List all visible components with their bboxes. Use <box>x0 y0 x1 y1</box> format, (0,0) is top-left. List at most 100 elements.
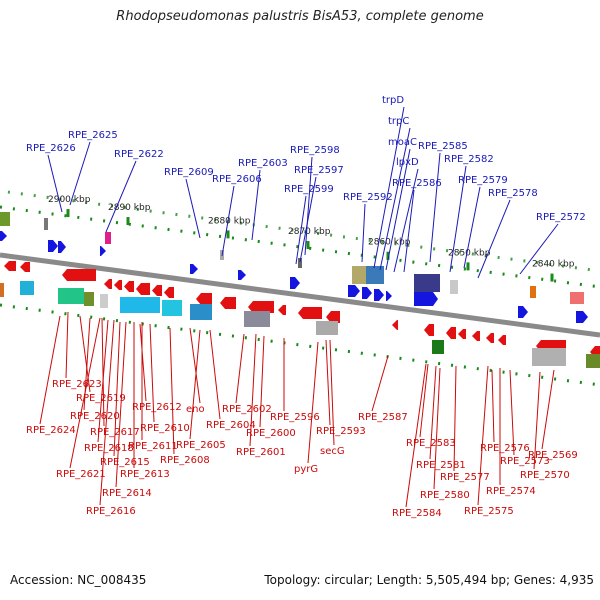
forward-gene-label: RPE_2606 <box>212 174 262 185</box>
forward-gene-label: RPE_2585 <box>418 141 468 152</box>
forward-gene-arrow <box>48 240 58 252</box>
upper-label-leader <box>295 195 307 265</box>
forward-gene-label: RPE_2582 <box>444 154 494 165</box>
upper-label-leader <box>449 165 467 273</box>
forward-gene-arrow <box>0 231 7 241</box>
reverse-gene-arrow <box>248 301 274 313</box>
forward-gene-arrow <box>238 270 246 280</box>
reverse-gene-label: RPE_2577 <box>440 472 490 483</box>
lower-label-leader <box>113 321 121 457</box>
reverse-gene-label: RPE_2611 <box>128 441 178 452</box>
gene-feature-block <box>0 283 4 297</box>
forward-gene-label: trpD <box>382 95 404 106</box>
reverse-gene-label: RPE_2608 <box>160 455 210 466</box>
reverse-gene-label: RPE_2580 <box>420 490 470 501</box>
genome-backbone <box>0 252 600 338</box>
reverse-gene-label: RPE_2614 <box>102 488 152 499</box>
gene-feature-block <box>84 292 94 306</box>
upper-label-leader <box>519 223 559 275</box>
gene-feature-block <box>190 304 212 320</box>
reverse-gene-arrow <box>498 335 506 345</box>
upper-label-leader <box>304 156 313 256</box>
lower-label-leader <box>453 365 457 472</box>
forward-gene-arrow <box>518 306 528 318</box>
reverse-gene-label: RPE_2596 <box>270 412 320 423</box>
reverse-gene-arrow <box>62 269 96 281</box>
reverse-gene-arrow <box>326 311 340 323</box>
gene-feature-block <box>298 258 302 268</box>
upper-label-leader <box>393 168 419 273</box>
scale-tick <box>466 262 470 271</box>
lower-label-leader <box>139 323 147 402</box>
upper-label-leader <box>185 178 201 239</box>
lower-label-leader <box>433 367 441 490</box>
forward-gene-label: RPE_2586 <box>392 178 442 189</box>
reverse-gene-label: RPE_2619 <box>76 393 126 404</box>
reverse-gene-label: RPE_2621 <box>56 469 106 480</box>
forward-gene-arrow <box>576 311 588 323</box>
gene-feature-block <box>530 286 536 298</box>
reverse-gene-label: RPE_2576 <box>480 443 530 454</box>
reverse-gene-arrow <box>472 331 480 341</box>
forward-gene-arrow <box>190 264 198 274</box>
upper-label-leader <box>251 169 261 241</box>
lower-label-leader <box>405 363 427 508</box>
reverse-gene-label: RPE_2601 <box>236 447 286 458</box>
scale-tick-label: 2870 kbp <box>288 227 331 237</box>
lower-label-leader <box>477 365 489 506</box>
reverse-gene-label: RPE_2602 <box>222 404 272 415</box>
scale-tick <box>66 209 70 218</box>
forward-gene-label: RPE_2599 <box>284 184 334 195</box>
reverse-gene-arrow <box>4 261 16 271</box>
forward-gene-arrow <box>290 277 300 289</box>
scale-tick <box>306 241 310 250</box>
outer-dotted-ring <box>0 189 600 273</box>
gene-feature-block <box>120 297 160 313</box>
lower-label-leader <box>115 321 127 488</box>
upper-label-leader <box>373 106 405 269</box>
reverse-gene-arrow <box>220 297 236 309</box>
reverse-gene-label: RPE_2618 <box>84 443 134 454</box>
scale-tick <box>226 230 230 239</box>
forward-gene-label: RPE_2622 <box>114 149 164 160</box>
upper-label-leader <box>69 141 91 206</box>
reverse-gene-label: pyrG <box>294 464 318 475</box>
upper-label-leader <box>361 203 366 263</box>
lower-label-leader <box>65 311 69 379</box>
reverse-gene-arrow <box>392 320 398 330</box>
lower-label-leader <box>429 365 437 460</box>
gene-feature-block <box>100 294 108 308</box>
forward-gene-arrow <box>100 246 106 256</box>
lower-label-leader <box>235 333 245 404</box>
reverse-gene-label: eno <box>186 404 205 415</box>
forward-gene-label: RPE_2572 <box>536 212 586 223</box>
reverse-gene-label: RPE_2593 <box>316 426 366 437</box>
lower-label-leader <box>371 355 389 412</box>
forward-gene-label: RPE_2603 <box>238 158 288 169</box>
upper-label-leader <box>403 189 415 273</box>
forward-gene-label: trpC <box>388 116 409 127</box>
reverse-gene-label: RPE_2604 <box>206 420 256 431</box>
gene-feature-block <box>0 212 10 226</box>
gene-feature-block <box>44 218 48 230</box>
reverse-gene-arrow <box>458 329 466 339</box>
upper-label-leader <box>463 186 481 269</box>
lower-label-leader <box>99 319 115 506</box>
scale-tick-label: 2850 kbp <box>448 248 491 258</box>
forward-gene-label: RPE_2625 <box>68 130 118 141</box>
scale-tick <box>386 251 390 260</box>
scale-tick-label: 2860 kbp <box>368 238 411 248</box>
upper-label-leader <box>385 148 411 271</box>
reverse-gene-arrow <box>114 280 122 290</box>
scale-tick-label: 2890 kbp <box>108 203 151 213</box>
lower-label-leader <box>491 369 495 443</box>
scale-tick <box>550 273 554 282</box>
forward-gene-label: RPE_2597 <box>294 165 344 176</box>
forward-gene-label: RPE_2592 <box>343 192 393 203</box>
reverse-gene-label: RPE_2584 <box>392 508 442 519</box>
lower-label-leader <box>419 363 429 438</box>
reverse-gene-label: RPE_2616 <box>86 506 136 517</box>
accession-text: Accession: NC_008435 <box>10 573 147 587</box>
genome-summary-text: Topology: circular; Length: 5,505,494 bp… <box>264 573 594 587</box>
forward-gene-label: RPE_2609 <box>164 167 214 178</box>
